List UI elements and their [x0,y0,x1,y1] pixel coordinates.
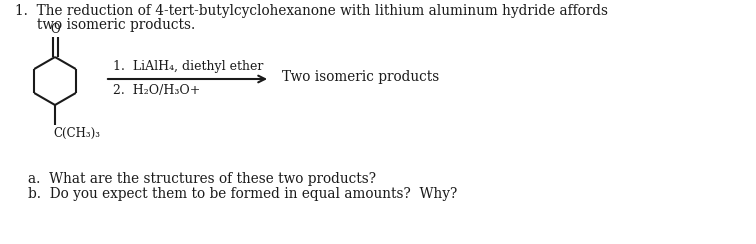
Text: two isomeric products.: two isomeric products. [15,18,195,32]
Text: b.  Do you expect them to be formed in equal amounts?  Why?: b. Do you expect them to be formed in eq… [28,187,457,201]
Text: 1.  The reduction of 4-tert-butylcyclohexanone with lithium aluminum hydride aff: 1. The reduction of 4-tert-butylcyclohex… [15,4,608,18]
Text: C(CH₃)₃: C(CH₃)₃ [53,127,100,140]
Text: Two isomeric products: Two isomeric products [282,70,439,84]
Text: 1.  LiAlH₄, diethyl ether: 1. LiAlH₄, diethyl ether [113,60,263,73]
Text: a.  What are the structures of these two products?: a. What are the structures of these two … [28,172,376,186]
Text: O: O [50,23,60,36]
Text: 2.  H₂O/H₃O+: 2. H₂O/H₃O+ [113,84,200,97]
